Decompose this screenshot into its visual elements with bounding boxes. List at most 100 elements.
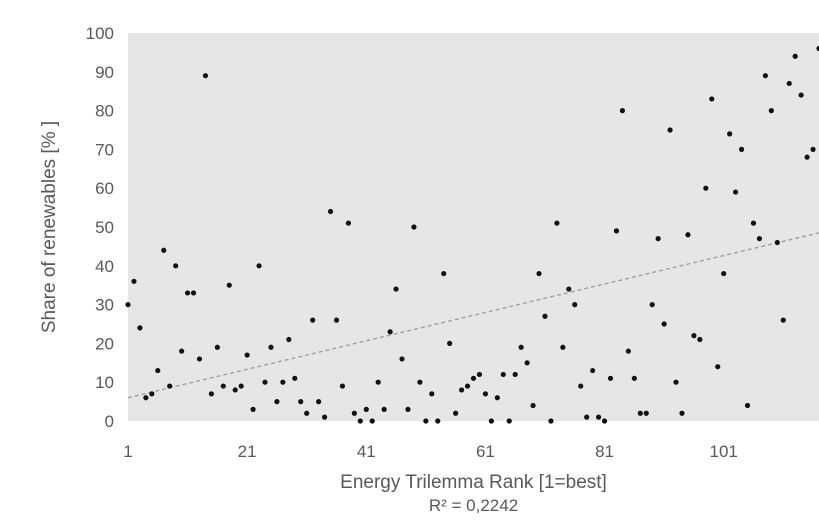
- data-point: [244, 352, 250, 358]
- data-point: [750, 220, 757, 226]
- data-point: [518, 344, 524, 350]
- data-point: [590, 367, 596, 374]
- data-point: [351, 410, 357, 416]
- data-point: [697, 336, 703, 343]
- data-point: [578, 383, 584, 389]
- data-points: [125, 45, 819, 424]
- data-point: [756, 236, 763, 242]
- data-point: [393, 286, 399, 292]
- data-point: [369, 418, 375, 424]
- data-point: [715, 364, 721, 370]
- data-point: [167, 383, 173, 389]
- y-tick-label: 100: [86, 24, 114, 43]
- data-point: [226, 282, 232, 288]
- data-point: [179, 348, 185, 354]
- data-point: [316, 399, 322, 405]
- data-point: [137, 325, 143, 331]
- data-point: [155, 367, 161, 374]
- data-point: [744, 402, 751, 409]
- data-point: [411, 224, 417, 230]
- data-point: [524, 360, 530, 366]
- data-point: [161, 247, 167, 253]
- data-point: [643, 410, 649, 416]
- data-point: [637, 410, 643, 416]
- data-point: [721, 270, 727, 277]
- data-point: [333, 317, 340, 323]
- data-point: [810, 146, 816, 152]
- data-point: [327, 208, 334, 215]
- y-tick-label: 10: [95, 373, 114, 392]
- data-point: [357, 418, 363, 424]
- x-tick-label: 41: [357, 442, 376, 461]
- data-point: [584, 414, 590, 420]
- y-tick-label: 0: [105, 412, 114, 431]
- data-point: [220, 383, 226, 389]
- data-point: [268, 344, 274, 350]
- data-point: [613, 228, 620, 234]
- data-point: [125, 302, 131, 308]
- data-point: [816, 45, 819, 52]
- data-point: [560, 344, 566, 350]
- data-point: [190, 290, 197, 296]
- data-point: [405, 406, 411, 412]
- data-point: [601, 418, 608, 424]
- data-point: [685, 232, 691, 238]
- y-axis-title: Share of renewables [% ]: [39, 121, 60, 333]
- y-tick-label: 90: [95, 63, 114, 82]
- x-tick-label: 81: [595, 442, 614, 461]
- data-point: [476, 371, 483, 378]
- data-point: [363, 406, 369, 412]
- data-point: [256, 263, 262, 269]
- data-point: [470, 375, 477, 381]
- x-axis-title: Energy Trilemma Rank [1=best]: [340, 472, 607, 493]
- data-point: [691, 333, 697, 339]
- data-point: [738, 146, 745, 152]
- data-point: [464, 383, 471, 389]
- data-point: [298, 399, 304, 405]
- data-point: [649, 302, 655, 308]
- data-point: [286, 336, 292, 343]
- data-point: [202, 73, 209, 79]
- data-point: [250, 406, 256, 412]
- data-point: [208, 391, 214, 397]
- data-point: [572, 302, 578, 308]
- data-point: [768, 108, 774, 114]
- data-point: [494, 395, 500, 401]
- x-tick-label: 1: [123, 442, 132, 461]
- data-point: [566, 286, 572, 292]
- data-point: [321, 414, 328, 420]
- y-tick-label: 30: [95, 296, 114, 315]
- data-point: [238, 383, 244, 389]
- data-point: [417, 379, 423, 385]
- y-tick-label: 80: [95, 102, 114, 121]
- data-point: [184, 290, 191, 296]
- data-point: [345, 220, 352, 226]
- data-point: [786, 80, 792, 87]
- data-point: [804, 154, 810, 160]
- data-point: [554, 220, 560, 226]
- data-point: [447, 340, 453, 346]
- data-point: [423, 418, 429, 424]
- data-point: [733, 189, 739, 195]
- data-point: [727, 131, 733, 137]
- data-point: [482, 391, 489, 397]
- data-point: [458, 387, 465, 393]
- data-point: [780, 317, 786, 323]
- data-point: [488, 418, 494, 424]
- data-point: [530, 402, 536, 409]
- data-point: [792, 53, 798, 59]
- y-axis-ticks: 0 10 20 30 40 50 60 70 80 90 100: [86, 24, 114, 431]
- x-tick-label: 61: [476, 442, 495, 461]
- data-point: [774, 239, 780, 246]
- data-point: [512, 371, 518, 378]
- data-point: [196, 356, 203, 362]
- data-point: [375, 379, 381, 385]
- data-point: [798, 92, 804, 98]
- x-axis-ticks: 1 21 41 61 81 101: [123, 442, 738, 461]
- data-point: [149, 391, 155, 397]
- data-point: [655, 236, 661, 242]
- data-point: [762, 73, 768, 79]
- data-point: [441, 270, 447, 277]
- data-point: [280, 379, 286, 385]
